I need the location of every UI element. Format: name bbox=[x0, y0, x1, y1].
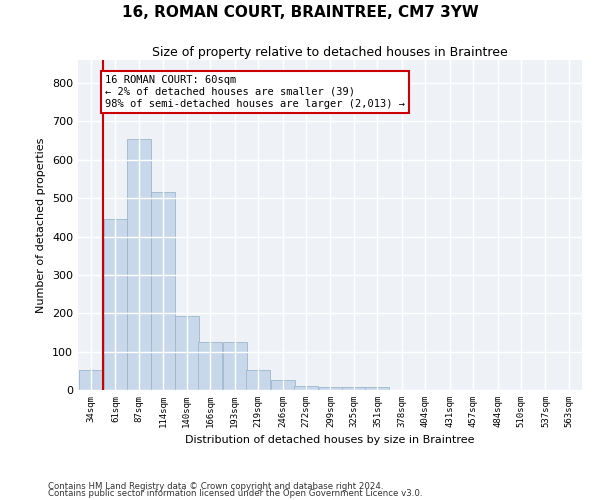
Title: Size of property relative to detached houses in Braintree: Size of property relative to detached ho… bbox=[152, 46, 508, 59]
Bar bbox=[319, 388, 343, 390]
Bar bbox=[175, 316, 199, 390]
Bar bbox=[271, 380, 295, 390]
Bar bbox=[223, 342, 247, 390]
Text: Contains HM Land Registry data © Crown copyright and database right 2024.: Contains HM Land Registry data © Crown c… bbox=[48, 482, 383, 491]
Text: Contains public sector information licensed under the Open Government Licence v3: Contains public sector information licen… bbox=[48, 490, 422, 498]
Bar bbox=[294, 386, 318, 390]
Bar bbox=[127, 138, 151, 390]
Bar bbox=[199, 342, 222, 390]
Bar bbox=[151, 192, 175, 390]
Bar bbox=[79, 370, 103, 390]
Text: 16 ROMAN COURT: 60sqm
← 2% of detached houses are smaller (39)
98% of semi-detac: 16 ROMAN COURT: 60sqm ← 2% of detached h… bbox=[105, 76, 405, 108]
Text: 16, ROMAN COURT, BRAINTREE, CM7 3YW: 16, ROMAN COURT, BRAINTREE, CM7 3YW bbox=[122, 5, 478, 20]
Bar bbox=[104, 219, 127, 390]
Bar bbox=[246, 370, 270, 390]
X-axis label: Distribution of detached houses by size in Braintree: Distribution of detached houses by size … bbox=[185, 436, 475, 446]
Bar bbox=[365, 388, 389, 390]
Bar bbox=[342, 388, 366, 390]
Y-axis label: Number of detached properties: Number of detached properties bbox=[37, 138, 46, 312]
